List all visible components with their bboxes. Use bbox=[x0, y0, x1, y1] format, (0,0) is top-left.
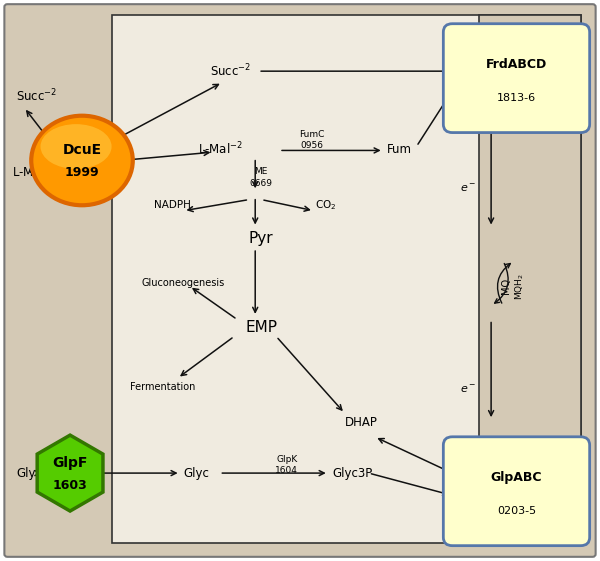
Text: 1604: 1604 bbox=[275, 466, 298, 475]
Text: 1813-6: 1813-6 bbox=[497, 94, 536, 103]
Text: NADPH: NADPH bbox=[154, 200, 191, 210]
Text: e$^-$: e$^-$ bbox=[460, 183, 476, 194]
Text: L-Mal$^{-2}$: L-Mal$^{-2}$ bbox=[199, 141, 244, 158]
Text: 0203-5: 0203-5 bbox=[497, 507, 536, 517]
FancyBboxPatch shape bbox=[443, 437, 590, 546]
Text: CO$_2$: CO$_2$ bbox=[315, 198, 336, 212]
Text: e$^-$: e$^-$ bbox=[460, 384, 476, 395]
Text: Succ$^{-2}$: Succ$^{-2}$ bbox=[211, 63, 251, 80]
Text: MQH$_2$: MQH$_2$ bbox=[514, 273, 526, 300]
Text: DHAP: DHAP bbox=[345, 416, 377, 429]
Text: DcuE: DcuE bbox=[62, 144, 101, 158]
Text: Gluconeogenesis: Gluconeogenesis bbox=[142, 278, 225, 288]
Text: FumC: FumC bbox=[299, 130, 325, 139]
Ellipse shape bbox=[31, 116, 133, 205]
Text: FrdABCD: FrdABCD bbox=[486, 58, 547, 71]
Text: 1603: 1603 bbox=[53, 479, 88, 492]
Text: 0669: 0669 bbox=[250, 180, 272, 188]
Text: Fermentation: Fermentation bbox=[130, 381, 195, 392]
Text: 0956: 0956 bbox=[301, 141, 323, 150]
Text: GlpABC: GlpABC bbox=[491, 471, 542, 484]
Text: Succ$^{-2}$: Succ$^{-2}$ bbox=[16, 88, 58, 104]
Text: Glyc: Glyc bbox=[184, 467, 209, 480]
Text: GlpF: GlpF bbox=[52, 456, 88, 470]
FancyBboxPatch shape bbox=[112, 15, 581, 543]
Text: ME: ME bbox=[254, 167, 268, 176]
Text: Fum: Fum bbox=[386, 143, 412, 156]
Text: MQ: MQ bbox=[501, 278, 511, 294]
Text: GlpK: GlpK bbox=[276, 454, 298, 463]
Text: L-Mal$^{-2}$: L-Mal$^{-2}$ bbox=[12, 163, 57, 180]
Text: Pyr: Pyr bbox=[249, 231, 274, 246]
Text: EMP: EMP bbox=[245, 320, 277, 335]
Text: Glyc: Glyc bbox=[16, 467, 42, 480]
Polygon shape bbox=[37, 435, 103, 511]
Text: 1999: 1999 bbox=[65, 166, 100, 180]
Ellipse shape bbox=[41, 124, 112, 169]
FancyBboxPatch shape bbox=[4, 4, 596, 557]
FancyBboxPatch shape bbox=[443, 24, 590, 132]
FancyBboxPatch shape bbox=[479, 15, 581, 543]
Text: Glyc3P: Glyc3P bbox=[333, 467, 373, 480]
Ellipse shape bbox=[31, 116, 133, 205]
